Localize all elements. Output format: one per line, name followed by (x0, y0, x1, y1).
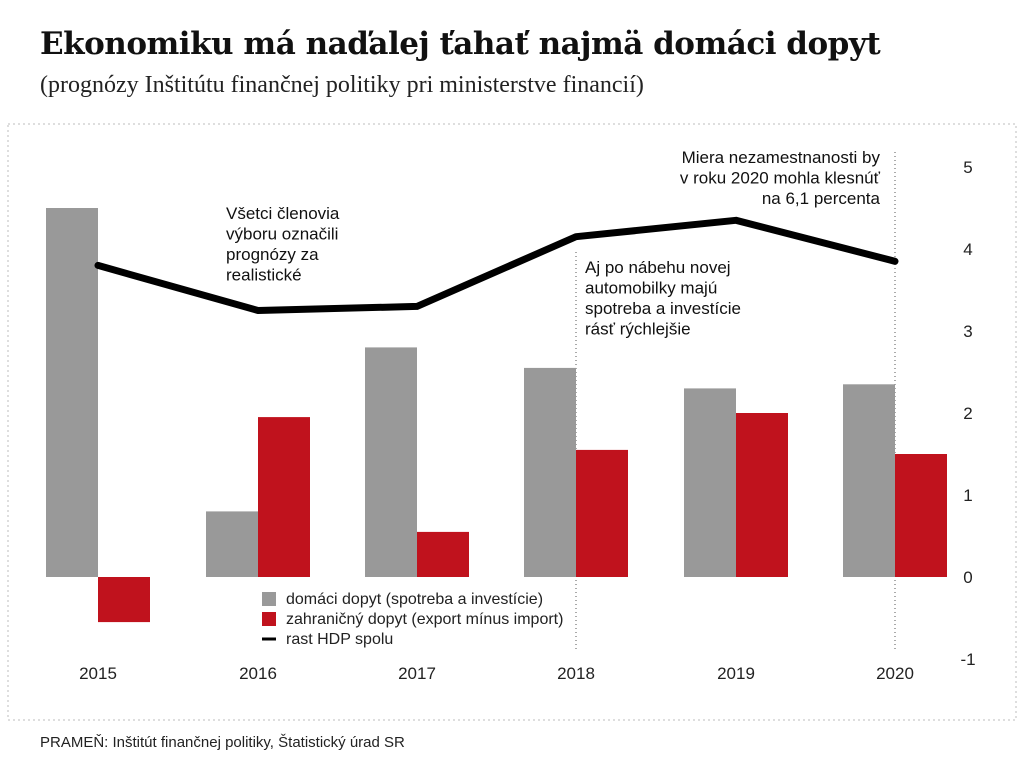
y-tick-label: -1 (960, 650, 975, 669)
legend-swatch-foreign (262, 612, 276, 626)
annotation: Miera nezamestnanosti by v roku 2020 mohl… (680, 148, 881, 208)
legend-label: zahraničný dopyt (export mínus import) (286, 611, 563, 628)
gdp-line (94, 216, 899, 314)
x-tick-label: 2019 (717, 664, 755, 683)
bar-foreign (258, 417, 310, 577)
bar-foreign (417, 531, 469, 577)
chart-subtitle: (prognózy Inštitútu finančnej politiky p… (40, 72, 644, 98)
bar-domestic (46, 208, 98, 577)
chart-frame (7, 123, 1017, 721)
bar-foreign (576, 449, 628, 577)
bar-foreign (98, 577, 150, 623)
bar-foreign (736, 413, 788, 577)
source-note: PRAMEŇ: Inštitút finančnej politiky, Šta… (40, 734, 405, 751)
y-tick-label: 1 (963, 486, 972, 505)
bar-domestic (684, 388, 736, 577)
x-tick-label: 2018 (557, 664, 595, 683)
legend-swatch-domestic (262, 592, 276, 606)
chart-title: Ekonomiku má naďalej ťahať najmä domáci … (40, 26, 881, 62)
y-tick-label: 5 (963, 158, 972, 177)
bar-domestic (365, 347, 417, 577)
bar-domestic (206, 511, 258, 577)
x-tick-label: 2017 (398, 664, 436, 683)
y-tick-label: 0 (963, 568, 972, 587)
legend-label: rast HDP spolu (286, 631, 393, 648)
x-tick-label: 2016 (239, 664, 277, 683)
y-tick-label: 2 (963, 404, 972, 423)
bar-domestic (524, 367, 576, 577)
x-tick-label: 2015 (79, 664, 117, 683)
bar-foreign (895, 454, 947, 577)
bar-domestic (843, 384, 895, 577)
y-tick-label: 4 (963, 240, 972, 259)
y-tick-label: 3 (963, 322, 972, 341)
annotation: Všetci členovia výboru označili prognózy z… (226, 204, 340, 285)
legend-label: domáci dopyt (spotreba a investície) (286, 591, 543, 608)
x-tick-label: 2020 (876, 664, 914, 683)
annotation: Aj po nábehu novej automobilky majú spotre… (585, 258, 741, 339)
